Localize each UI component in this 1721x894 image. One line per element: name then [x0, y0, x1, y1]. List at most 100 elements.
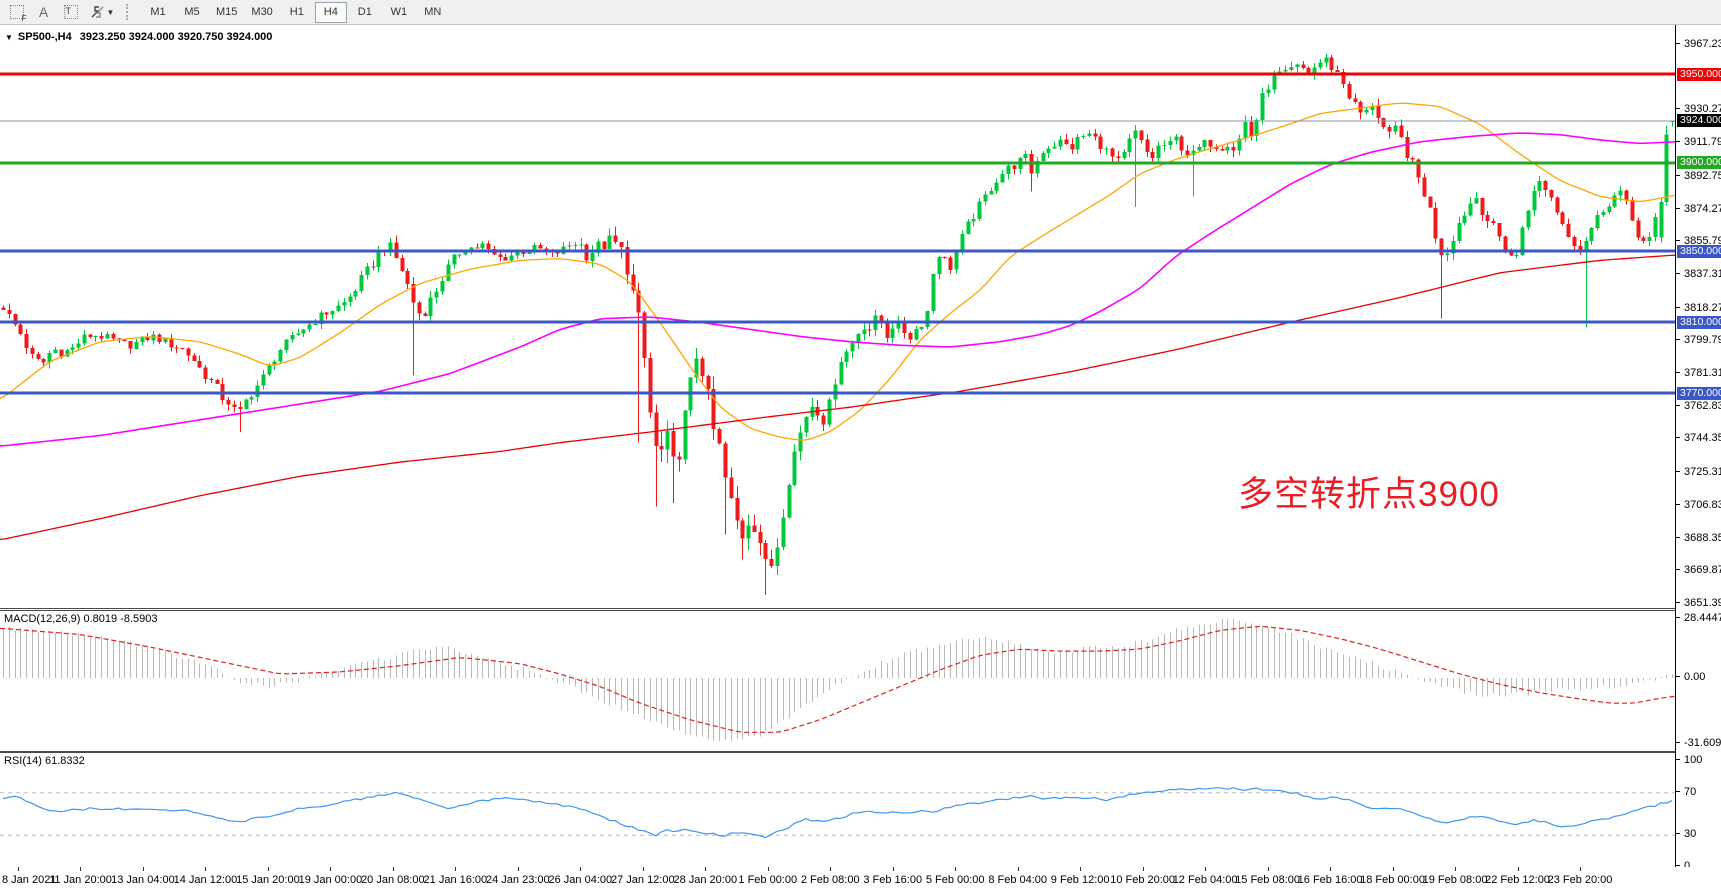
price-tick-3744.350: 3744.350: [1676, 432, 1721, 444]
toolbar: F A T ▼ M1 M5 M15 M30 H1 H4 D1 W1 MN: [0, 0, 1721, 25]
rsi-tick-30: 30: [1676, 828, 1696, 840]
mid-ma-line: [0, 132, 1675, 447]
chart-dropdown-icon[interactable]: ▼: [5, 32, 13, 42]
time-label-8-Jan-2021: 8 Jan 2021: [2, 874, 57, 886]
time-label-21-Jan-16-00: 21 Jan 16:00: [423, 874, 488, 886]
level-price-label-3770.000: 3770.000: [1677, 386, 1721, 400]
price-tick-3837.310: 3837.310: [1676, 268, 1721, 280]
timeframe-button-h4[interactable]: H4: [314, 1, 347, 23]
price-tick-3669.870: 3669.870: [1676, 564, 1721, 576]
time-label-13-Jan-04-00: 13 Jan 04:00: [111, 874, 175, 886]
time-tick-mark: [393, 867, 394, 871]
time-tick-mark: [1080, 867, 1081, 871]
price-tick-3651.390: 3651.390: [1676, 597, 1721, 609]
toolbar-grip-handle[interactable]: [126, 4, 136, 20]
level-price-label-3810.000: 3810.000: [1677, 315, 1721, 329]
time-label-14-Jan-12-00: 14 Jan 12:00: [173, 874, 238, 886]
price-chart-panel: ▼ SP500-,H4 3923.250 3924.000 3920.750 3…: [0, 25, 1675, 609]
time-label-15-Jan-20-00: 15 Jan 20:00: [236, 874, 300, 886]
time-tick-mark: [1393, 867, 1394, 871]
time-tick-mark: [518, 867, 519, 871]
macd-tick-28.4447: 28.4447: [1676, 612, 1721, 624]
price-tick-3688.350: 3688.350: [1676, 532, 1721, 544]
time-tick-mark: [768, 867, 769, 871]
text-tool-button[interactable]: T: [58, 2, 83, 22]
rsi-canvas[interactable]: [0, 753, 1675, 868]
time-tick-mark: [1518, 867, 1519, 871]
chart-title: ▼ SP500-,H4 3923.250 3924.000 3920.750 3…: [5, 31, 272, 43]
price-tick-3892.750: 3892.750: [1676, 170, 1721, 182]
time-tick-mark: [330, 867, 331, 871]
timeframe-button-w1[interactable]: W1: [390, 6, 408, 18]
rsi-tick-100: 100: [1676, 754, 1702, 766]
cursor-tool-button[interactable]: ▼: [85, 2, 119, 22]
timeframe-button-m30[interactable]: M30: [251, 6, 273, 18]
time-label-11-Jan-20-00: 11 Jan 20:00: [49, 874, 112, 886]
time-tick-mark: [1143, 867, 1144, 871]
time-label-24-Jan-23-00: 24 Jan 23:00: [486, 874, 550, 886]
price-tick-3874.270: 3874.270: [1676, 203, 1721, 215]
time-tick-mark: [1205, 867, 1206, 871]
price-tick-3781.310: 3781.310: [1676, 367, 1721, 379]
price-tick-3930.270: 3930.270: [1676, 103, 1721, 115]
price-axis: 3967.230 3930.270 3911.790 3892.750 3874.270…: [1675, 25, 1721, 872]
level-price-label-3850.000: 3850.000: [1677, 244, 1721, 258]
macd-tick--31.6096: -31.6096: [1676, 737, 1721, 749]
time-label-2-Feb-08-00: 2 Feb 08:00: [800, 874, 860, 886]
time-label-19-Jan-00-00: 19 Jan 00:00: [298, 874, 363, 886]
time-tick-mark: [1455, 867, 1456, 871]
label-a-icon: A: [38, 4, 49, 20]
level-price-label-3900.000: 3900.000: [1677, 156, 1721, 170]
time-tick-mark: [18, 867, 19, 871]
time-tick-mark: [955, 867, 956, 871]
rsi-panel: RSI(14) 61.8332: [0, 752, 1675, 869]
time-label-18-Feb-00-00: 18 Feb 00:00: [1360, 874, 1425, 886]
macd-canvas[interactable]: [0, 611, 1675, 751]
price-tick-3967.230: 3967.230: [1676, 38, 1721, 50]
timeframe-button-m1[interactable]: M1: [150, 6, 166, 18]
time-tick-mark: [893, 867, 894, 871]
time-label-22-Feb-12-00: 22 Feb 12:00: [1485, 874, 1550, 886]
time-label-5-Feb-00-00: 5 Feb 00:00: [925, 874, 985, 886]
time-label-10-Feb-20-00: 10 Feb 20:00: [1110, 874, 1176, 886]
time-tick-mark: [1330, 867, 1331, 871]
text-tool-label: T: [65, 6, 72, 16]
current-price-label: 3924.000: [1677, 114, 1721, 127]
timeframe-button-m5[interactable]: M5: [184, 6, 200, 18]
time-tick-mark: [80, 867, 81, 871]
time-label-9-Feb-12-00: 9 Feb 12:00: [1050, 874, 1110, 886]
price-tick-3762.830: 3762.830: [1676, 400, 1721, 412]
price-tick-3855.790: 3855.790: [1676, 235, 1721, 247]
time-label-1-Feb-00-00: 1 Feb 00:00: [738, 874, 798, 886]
time-tick-mark: [580, 867, 581, 871]
timeframe-button-m15[interactable]: M15: [216, 6, 238, 18]
time-tick-mark: [1018, 867, 1019, 871]
time-label-28-Jan-20-00: 28 Jan 20:00: [673, 874, 738, 886]
timeframe-button-mn[interactable]: MN: [424, 6, 442, 18]
time-label-27-Jan-12-00: 27 Jan 12:00: [610, 874, 675, 886]
macd-signal-line: [0, 625, 1675, 733]
time-label-26-Jan-04-00: 26 Jan 04:00: [548, 874, 613, 886]
timeframe-button-d1[interactable]: D1: [357, 6, 372, 18]
time-tick-mark: [268, 867, 269, 871]
rsi-tick-0: 0: [1676, 860, 1690, 872]
price-tick-3706.830: 3706.830: [1676, 499, 1721, 511]
label-tool-button[interactable]: A: [31, 2, 56, 22]
price-chart-canvas[interactable]: [0, 25, 1675, 608]
grid-font-label: F: [21, 14, 27, 23]
time-tick-mark: [830, 867, 831, 871]
price-tick-3799.790: 3799.790: [1676, 334, 1721, 346]
level-price-label-3950.000: 3950.000: [1677, 67, 1721, 81]
time-label-12-Feb-04-00: 12 Feb 04:00: [1172, 874, 1238, 886]
ohlc-values: 3923.250 3924.000 3920.750 3924.000: [79, 31, 273, 43]
fast-ma-line: [0, 102, 1675, 441]
timeframe-button-h1[interactable]: H1: [289, 6, 304, 18]
time-tick-mark: [705, 867, 706, 871]
rsi-label: RSI(14) 61.8332: [4, 755, 85, 767]
grid-icon: F: [9, 5, 27, 23]
time-tick-mark: [455, 867, 456, 871]
price-tick-3911.790: 3911.790: [1676, 136, 1721, 148]
time-tick-mark: [205, 867, 206, 871]
time-label-20-Jan-08-00: 20 Jan 08:00: [361, 874, 425, 886]
grid-font-tool-button[interactable]: F: [4, 2, 29, 23]
